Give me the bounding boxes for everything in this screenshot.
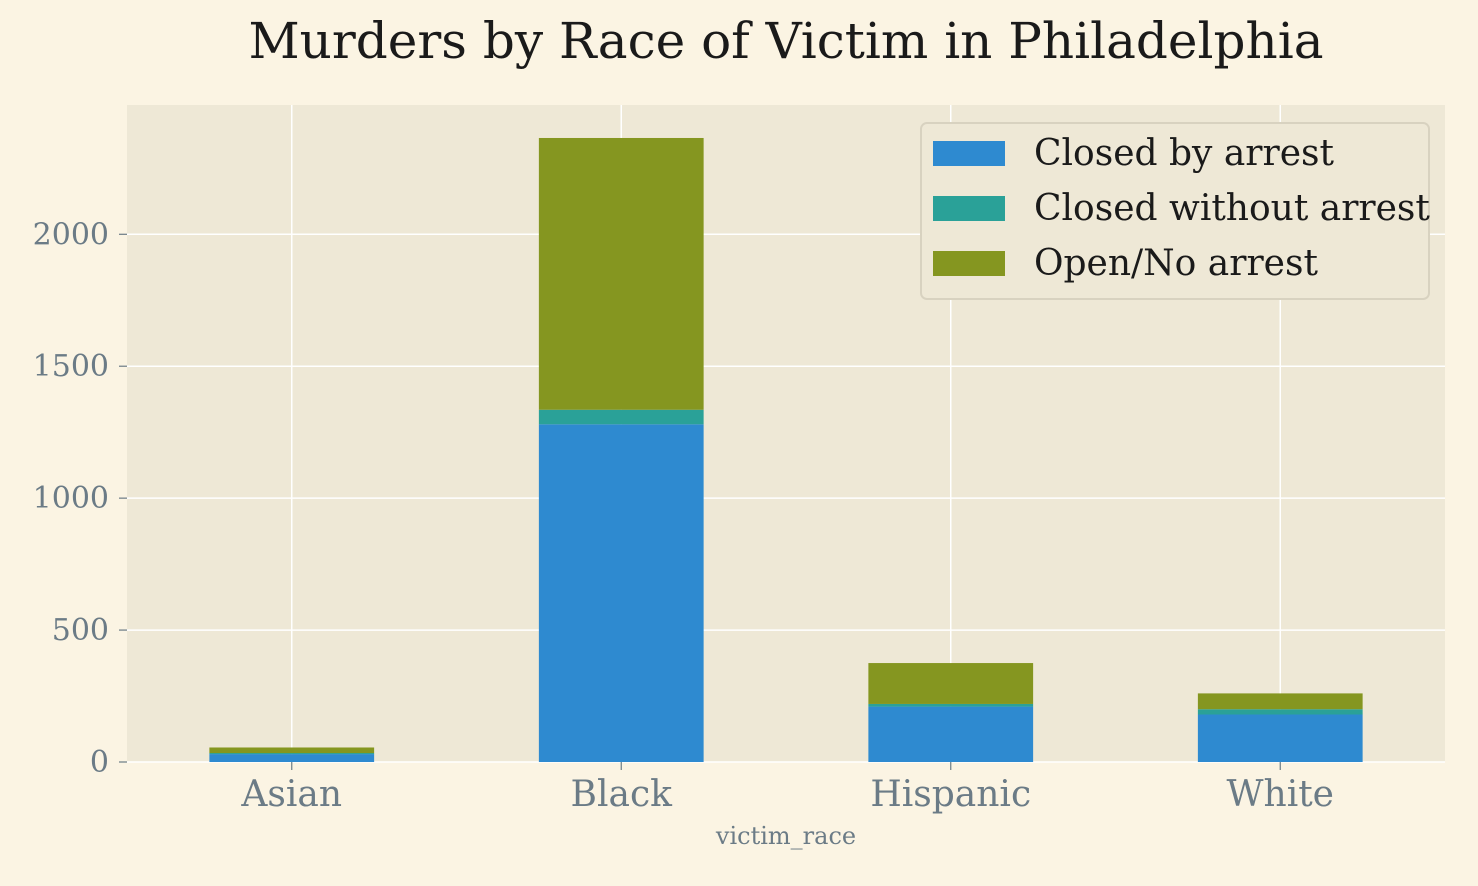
legend-label: Open/No arrest	[1034, 243, 1318, 284]
y-tick-label: 0	[90, 745, 109, 780]
bar-segment-black-0	[538, 424, 704, 762]
bar-segment-black-2	[538, 137, 704, 410]
bar-segment-asian-1	[209, 753, 375, 755]
chart-title: Murders by Race of Victim in Philadelphi…	[248, 12, 1323, 70]
y-tick-label: 500	[52, 613, 109, 648]
y-tick-label: 1000	[33, 481, 109, 516]
legend-label: Closed without arrest	[1034, 188, 1430, 229]
legend: Closed by arrest Closed without arrest Ope…	[920, 122, 1430, 300]
x-tick-label: White	[1227, 774, 1334, 815]
legend-swatch	[933, 141, 1005, 166]
legend-label: Closed by arrest	[1034, 133, 1334, 174]
legend-swatch	[933, 196, 1005, 221]
y-tick-label: 2000	[33, 217, 109, 252]
bar-segment-hispanic-2	[868, 663, 1034, 704]
x-axis: Asian Black Hispanic White	[240, 762, 1334, 815]
bar-segment-white-1	[1197, 709, 1363, 715]
y-axis: 0 500 1000 1500 2000	[33, 217, 127, 780]
bars	[209, 137, 1363, 762]
legend-box	[920, 122, 1430, 300]
x-tick-label: Hispanic	[870, 774, 1031, 815]
x-tick-label: Black	[571, 774, 674, 815]
bar-segment-asian-2	[209, 747, 375, 754]
x-axis-label: victim_race	[715, 822, 856, 850]
bar-segment-hispanic-1	[868, 703, 1034, 707]
y-tick-label: 1500	[33, 349, 109, 384]
legend-swatch	[933, 251, 1005, 276]
x-tick-label: Asian	[240, 774, 342, 815]
bar-segment-white-2	[1197, 693, 1363, 710]
bar-segment-asian-0	[209, 754, 375, 762]
bar-segment-white-0	[1197, 714, 1363, 762]
bar-segment-black-1	[538, 409, 704, 425]
bar-segment-hispanic-0	[868, 706, 1034, 762]
